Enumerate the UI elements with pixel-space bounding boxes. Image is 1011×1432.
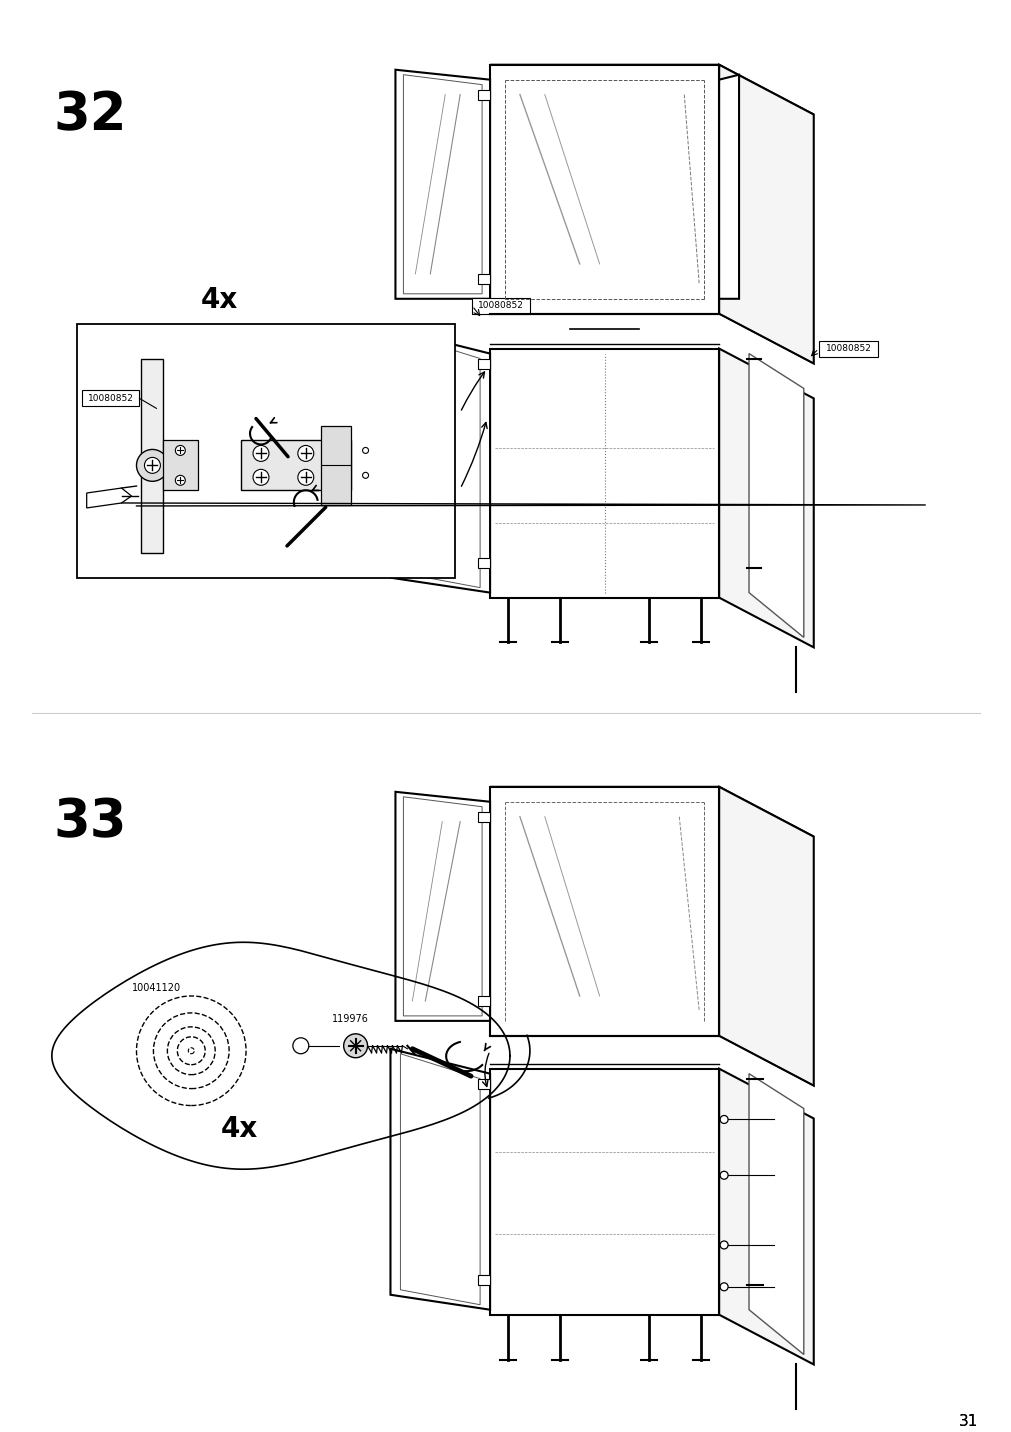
- Bar: [477, 358, 489, 368]
- Bar: [477, 90, 489, 100]
- Polygon shape: [395, 70, 489, 299]
- FancyBboxPatch shape: [472, 298, 530, 314]
- Polygon shape: [719, 74, 738, 299]
- Bar: [489, 64, 719, 314]
- Polygon shape: [719, 64, 813, 364]
- Bar: [163, 441, 198, 490]
- Bar: [77, 324, 455, 577]
- FancyBboxPatch shape: [818, 341, 878, 357]
- Polygon shape: [489, 786, 813, 836]
- Circle shape: [175, 445, 185, 455]
- Polygon shape: [719, 786, 813, 1085]
- Circle shape: [362, 473, 368, 478]
- Text: 10080852: 10080852: [825, 344, 870, 354]
- Text: 31: 31: [957, 1415, 977, 1429]
- Text: 33: 33: [54, 796, 127, 849]
- Circle shape: [720, 1116, 727, 1124]
- Bar: [142, 358, 163, 553]
- Circle shape: [145, 457, 160, 474]
- Circle shape: [720, 1171, 727, 1179]
- Circle shape: [344, 1034, 367, 1058]
- Text: 10041120: 10041120: [131, 982, 180, 992]
- Circle shape: [362, 447, 368, 454]
- Bar: [241, 441, 350, 490]
- Polygon shape: [719, 1068, 813, 1365]
- Circle shape: [136, 450, 168, 481]
- Polygon shape: [390, 1048, 489, 1310]
- Text: 32: 32: [54, 90, 127, 142]
- Bar: [489, 348, 719, 597]
- Text: 4x: 4x: [201, 286, 239, 314]
- Bar: [477, 997, 489, 1005]
- Polygon shape: [87, 488, 131, 508]
- Bar: [477, 557, 489, 567]
- Circle shape: [720, 1283, 727, 1290]
- Polygon shape: [748, 1074, 803, 1355]
- Bar: [320, 425, 350, 505]
- Bar: [477, 1274, 489, 1285]
- Circle shape: [292, 1038, 308, 1054]
- Circle shape: [297, 445, 313, 461]
- Text: 4x: 4x: [221, 1116, 258, 1144]
- Text: 10080852: 10080852: [477, 301, 524, 311]
- Polygon shape: [395, 792, 489, 1021]
- Circle shape: [253, 445, 269, 461]
- FancyBboxPatch shape: [82, 391, 140, 407]
- Polygon shape: [719, 348, 813, 647]
- Bar: [489, 786, 719, 1035]
- Circle shape: [297, 470, 313, 485]
- Circle shape: [175, 475, 185, 485]
- Polygon shape: [390, 329, 489, 593]
- Bar: [489, 1068, 719, 1315]
- Polygon shape: [489, 64, 813, 115]
- Text: 119976: 119976: [332, 1014, 369, 1024]
- Circle shape: [253, 470, 269, 485]
- Circle shape: [720, 1242, 727, 1249]
- Bar: [477, 274, 489, 284]
- Polygon shape: [748, 354, 803, 637]
- Bar: [477, 812, 489, 822]
- Text: 31: 31: [957, 1415, 977, 1429]
- Bar: [477, 1078, 489, 1088]
- Text: 10080852: 10080852: [88, 394, 133, 402]
